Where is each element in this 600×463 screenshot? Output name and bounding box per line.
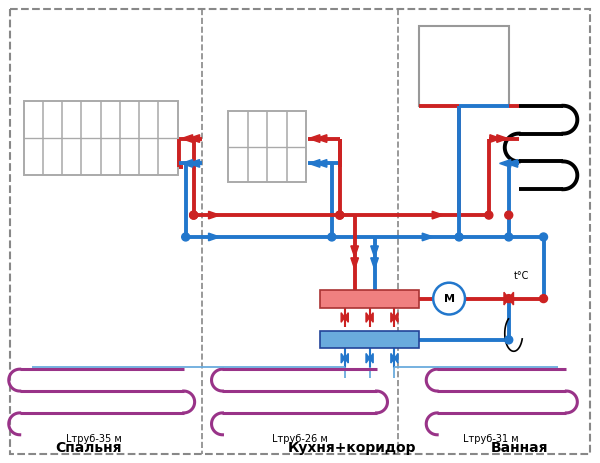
FancyBboxPatch shape <box>23 101 178 175</box>
Circle shape <box>539 233 548 241</box>
Polygon shape <box>432 211 443 219</box>
Polygon shape <box>316 160 327 167</box>
Polygon shape <box>490 135 501 143</box>
Polygon shape <box>309 135 320 143</box>
FancyBboxPatch shape <box>229 111 306 182</box>
Polygon shape <box>391 313 398 322</box>
Polygon shape <box>391 353 398 363</box>
FancyBboxPatch shape <box>419 26 509 106</box>
Polygon shape <box>341 353 349 363</box>
Polygon shape <box>188 160 200 167</box>
Polygon shape <box>366 353 373 363</box>
Circle shape <box>505 233 513 241</box>
Polygon shape <box>351 258 358 269</box>
Polygon shape <box>209 211 220 219</box>
Text: t°C: t°C <box>514 271 529 281</box>
Polygon shape <box>188 135 200 143</box>
Circle shape <box>433 283 465 314</box>
Polygon shape <box>371 258 379 269</box>
Text: Ванная: Ванная <box>491 441 548 455</box>
Polygon shape <box>371 246 379 257</box>
Text: Lтруб-35 м: Lтруб-35 м <box>67 434 122 444</box>
Polygon shape <box>316 135 327 143</box>
Circle shape <box>485 211 493 219</box>
Polygon shape <box>309 160 320 167</box>
Circle shape <box>539 294 548 303</box>
Polygon shape <box>497 135 508 143</box>
Polygon shape <box>506 160 518 167</box>
Text: Lтруб-31 м: Lтруб-31 м <box>463 434 518 444</box>
Circle shape <box>336 211 344 219</box>
Circle shape <box>190 211 197 219</box>
Polygon shape <box>351 246 358 257</box>
Circle shape <box>505 294 513 303</box>
Circle shape <box>336 211 344 219</box>
FancyBboxPatch shape <box>320 332 419 348</box>
Polygon shape <box>500 160 511 167</box>
FancyBboxPatch shape <box>320 290 419 307</box>
Polygon shape <box>182 160 193 167</box>
Text: Lтруб-26 м: Lтруб-26 м <box>272 434 328 444</box>
Circle shape <box>455 233 463 241</box>
Polygon shape <box>504 292 514 305</box>
Text: Спальня: Спальня <box>55 441 122 455</box>
Polygon shape <box>341 313 349 322</box>
Polygon shape <box>182 135 193 143</box>
Circle shape <box>505 211 513 219</box>
Polygon shape <box>209 233 220 241</box>
Circle shape <box>328 233 336 241</box>
Text: Кухня+коридор: Кухня+коридор <box>288 441 416 455</box>
Circle shape <box>505 336 513 344</box>
Polygon shape <box>366 313 373 322</box>
Circle shape <box>190 211 197 219</box>
Polygon shape <box>422 233 433 241</box>
Text: M: M <box>443 294 455 304</box>
Circle shape <box>182 233 190 241</box>
